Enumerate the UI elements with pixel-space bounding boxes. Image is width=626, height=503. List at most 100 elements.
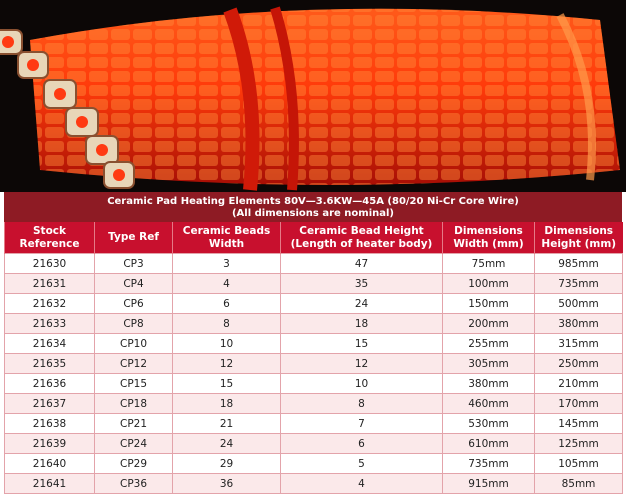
title-line: (All dimensions are nominal) bbox=[231, 208, 394, 219]
table-cell: 21 bbox=[172, 413, 281, 434]
table-cell: 12 bbox=[172, 353, 281, 374]
heater-beads bbox=[30, 8, 620, 185]
table-cell: 21634 bbox=[4, 333, 95, 354]
table-cell: 36 bbox=[172, 473, 281, 494]
column-header: Type Ref bbox=[94, 222, 173, 254]
table-cell: 85mm bbox=[534, 473, 623, 494]
table-cell: 305mm bbox=[442, 353, 535, 374]
table-cell: 47 bbox=[280, 253, 443, 274]
table-cell: CP15 bbox=[94, 373, 173, 394]
table-cell: 6 bbox=[280, 433, 443, 454]
table-cell: 125mm bbox=[534, 433, 623, 454]
table-cell: CP12 bbox=[94, 353, 173, 374]
header-line: Stock bbox=[32, 224, 66, 237]
table-cell: 5 bbox=[280, 453, 443, 474]
table-cell: 500mm bbox=[534, 293, 623, 314]
column-header: Dimensions Height (mm) bbox=[534, 222, 623, 254]
header-row: Stock Reference Type Ref Ceramic Beads Width… bbox=[4, 222, 623, 254]
table-cell: CP36 bbox=[94, 473, 173, 494]
table-row: 21632 CP6 6 24 150mm 500mm bbox=[4, 293, 623, 314]
table-cell: 255mm bbox=[442, 333, 535, 354]
column-header: Ceramic Bead Height (Length of heater bod… bbox=[280, 222, 443, 254]
header-line: Ceramic Beads bbox=[182, 224, 271, 237]
table-cell: 21630 bbox=[4, 253, 95, 274]
table-cell: 250mm bbox=[534, 353, 623, 374]
table-cell: CP21 bbox=[94, 413, 173, 434]
table-cell: 29 bbox=[172, 453, 281, 474]
table-title: Ceramic Pad Heating Elements 80V—3.6KW—4… bbox=[4, 192, 622, 222]
table-cell: 380mm bbox=[442, 373, 535, 394]
table-cell: 985mm bbox=[534, 253, 623, 274]
table-cell: 15 bbox=[280, 333, 443, 354]
table-cell: 10 bbox=[172, 333, 281, 354]
header-line: Height (mm) bbox=[541, 237, 617, 250]
table-cell: 100mm bbox=[442, 273, 535, 294]
table-cell: 915mm bbox=[442, 473, 535, 494]
table-row: 21638 CP21 21 7 530mm 145mm bbox=[4, 413, 623, 434]
table-cell: 8 bbox=[172, 313, 281, 334]
table-row: 21637 CP18 18 8 460mm 170mm bbox=[4, 393, 623, 414]
table-cell: CP8 bbox=[94, 313, 173, 334]
table-cell: 24 bbox=[280, 293, 443, 314]
table-cell: 21631 bbox=[4, 273, 95, 294]
table-cell: 200mm bbox=[442, 313, 535, 334]
header-line: Dimensions bbox=[454, 224, 523, 237]
table-cell: 170mm bbox=[534, 393, 623, 414]
table-cell: CP18 bbox=[94, 393, 173, 414]
table-cell: 75mm bbox=[442, 253, 535, 274]
table-cell: 21636 bbox=[4, 373, 95, 394]
table-cell: 18 bbox=[280, 313, 443, 334]
table-cell: 150mm bbox=[442, 293, 535, 314]
table-cell: 24 bbox=[172, 433, 281, 454]
table-cell: CP3 bbox=[94, 253, 173, 274]
table-row: 21630 CP3 3 47 75mm 985mm bbox=[4, 253, 623, 274]
table-cell: 6 bbox=[172, 293, 281, 314]
table-cell: CP24 bbox=[94, 433, 173, 454]
header-line: Width bbox=[208, 237, 245, 250]
table-row: 21635 CP12 12 12 305mm 250mm bbox=[4, 353, 623, 374]
table-cell: 4 bbox=[172, 273, 281, 294]
table-cell: 35 bbox=[280, 273, 443, 294]
table-cell: 21637 bbox=[4, 393, 95, 414]
end-bead-holes bbox=[2, 36, 125, 181]
table-cell: 380mm bbox=[534, 313, 623, 334]
heater-photo bbox=[0, 0, 626, 192]
table-cell: 21638 bbox=[4, 413, 95, 434]
table-cell: 735mm bbox=[442, 453, 535, 474]
table-cell: CP10 bbox=[94, 333, 173, 354]
table-cell: CP4 bbox=[94, 273, 173, 294]
table-cell: 145mm bbox=[534, 413, 623, 434]
table-row: 21633 CP8 8 18 200mm 380mm bbox=[4, 313, 623, 334]
header-line: Type Ref bbox=[108, 231, 159, 243]
title-line: Ceramic Pad Heating Elements 80V—3.6KW—4… bbox=[107, 196, 519, 207]
header-line: Ceramic Bead Height bbox=[299, 224, 424, 237]
table-cell: 8 bbox=[280, 393, 443, 414]
spec-table: Stock Reference Type Ref Ceramic Beads Width… bbox=[4, 222, 623, 494]
strap bbox=[270, 6, 299, 191]
header-line: Width (mm) bbox=[453, 237, 524, 250]
table-row: 21641 CP36 36 4 915mm 85mm bbox=[4, 473, 623, 494]
end-beads bbox=[0, 29, 135, 189]
table-cell: 18 bbox=[172, 393, 281, 414]
table-row: 21636 CP15 15 10 380mm 210mm bbox=[4, 373, 623, 394]
coil-edge bbox=[556, 13, 596, 181]
table-cell: 315mm bbox=[534, 333, 623, 354]
table-cell: 12 bbox=[280, 353, 443, 374]
table-cell: 10 bbox=[280, 373, 443, 394]
table-body: 21630 CP3 3 47 75mm 985mm 21631 CP4 4 35 100mm 735m… bbox=[4, 253, 623, 494]
table-cell: CP6 bbox=[94, 293, 173, 314]
table-cell: 15 bbox=[172, 373, 281, 394]
table-cell: 21641 bbox=[4, 473, 95, 494]
table-cell: 21639 bbox=[4, 433, 95, 454]
header-line: (Length of heater body) bbox=[290, 237, 433, 250]
table-cell: 530mm bbox=[442, 413, 535, 434]
table-cell: 210mm bbox=[534, 373, 623, 394]
table-row: 21639 CP24 24 6 610mm 125mm bbox=[4, 433, 623, 454]
header-line: Reference bbox=[19, 237, 80, 250]
table-cell: 105mm bbox=[534, 453, 623, 474]
table-row: 21634 CP10 10 15 255mm 315mm bbox=[4, 333, 623, 354]
table-cell: 610mm bbox=[442, 433, 535, 454]
strap bbox=[223, 7, 260, 191]
